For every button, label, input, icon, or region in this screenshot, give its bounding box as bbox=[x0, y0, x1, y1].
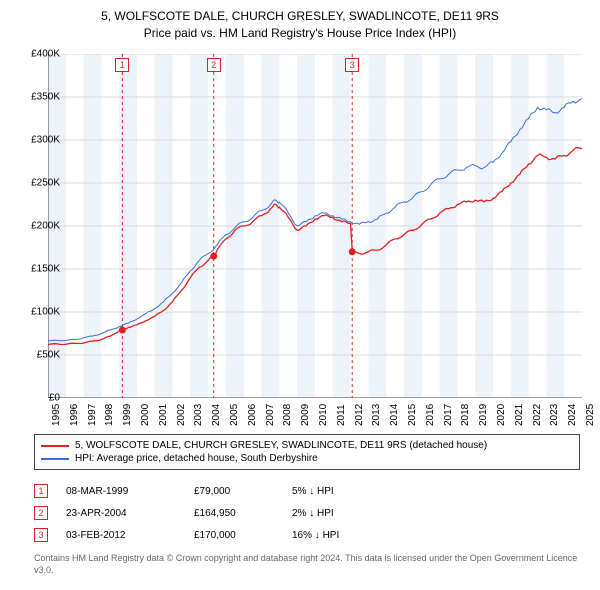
x-tick-label: 2022 bbox=[532, 404, 543, 426]
sales-row-price: £79,000 bbox=[194, 486, 274, 497]
title-line-1: 5, WOLFSCOTE DALE, CHURCH GRESLEY, SWADL… bbox=[0, 8, 600, 25]
sale-marker-badge: 3 bbox=[345, 58, 359, 72]
sale-marker-badge: 2 bbox=[207, 58, 221, 72]
sales-row-date: 23-APR-2004 bbox=[66, 508, 176, 519]
chart-plot-area bbox=[48, 54, 582, 398]
x-tick-label: 2006 bbox=[247, 404, 258, 426]
x-tick-label: 2001 bbox=[158, 404, 169, 426]
y-tick-label: £100K bbox=[10, 307, 60, 318]
sales-row-badge: 1 bbox=[34, 484, 48, 498]
x-tick-label: 1995 bbox=[51, 404, 62, 426]
attribution-text: Contains HM Land Registry data © Crown c… bbox=[34, 552, 580, 576]
y-tick-label: £0 bbox=[10, 393, 60, 404]
sales-row-date: 03-FEB-2012 bbox=[66, 530, 176, 541]
sales-row-diff: 5% ↓ HPI bbox=[292, 486, 392, 497]
legend-label-hpi: HPI: Average price, detached house, Sout… bbox=[75, 453, 318, 464]
x-tick-label: 2023 bbox=[549, 404, 560, 426]
x-tick-label: 2007 bbox=[265, 404, 276, 426]
y-tick-label: £400K bbox=[10, 49, 60, 60]
y-tick-label: £150K bbox=[10, 264, 60, 275]
x-tick-label: 2024 bbox=[567, 404, 578, 426]
y-tick-label: £350K bbox=[10, 92, 60, 103]
sales-row-price: £170,000 bbox=[194, 530, 274, 541]
sales-row-diff: 16% ↓ HPI bbox=[292, 530, 392, 541]
sales-row-date: 08-MAR-1999 bbox=[66, 486, 176, 497]
x-tick-label: 2008 bbox=[282, 404, 293, 426]
x-tick-label: 2003 bbox=[193, 404, 204, 426]
legend: 5, WOLFSCOTE DALE, CHURCH GRESLEY, SWADL… bbox=[34, 434, 580, 470]
y-tick-label: £250K bbox=[10, 178, 60, 189]
x-tick-label: 2025 bbox=[585, 404, 596, 426]
sale-marker-badge: 1 bbox=[115, 58, 129, 72]
y-tick-label: £200K bbox=[10, 221, 60, 232]
legend-label-property: 5, WOLFSCOTE DALE, CHURCH GRESLEY, SWADL… bbox=[75, 440, 487, 451]
x-tick-label: 1999 bbox=[122, 404, 133, 426]
x-tick-label: 2004 bbox=[211, 404, 222, 426]
x-tick-label: 1997 bbox=[87, 404, 98, 426]
x-tick-label: 2010 bbox=[318, 404, 329, 426]
x-tick-label: 2012 bbox=[354, 404, 365, 426]
sales-row: 1 08-MAR-1999 £79,000 5% ↓ HPI bbox=[34, 480, 392, 502]
sales-row-badge: 2 bbox=[34, 506, 48, 520]
x-tick-label: 2011 bbox=[336, 404, 347, 426]
x-tick-label: 2018 bbox=[460, 404, 471, 426]
legend-swatch-property bbox=[41, 445, 69, 447]
x-tick-label: 2013 bbox=[371, 404, 382, 426]
sales-row: 2 23-APR-2004 £164,950 2% ↓ HPI bbox=[34, 502, 392, 524]
x-tick-label: 2019 bbox=[478, 404, 489, 426]
x-tick-label: 2014 bbox=[389, 404, 400, 426]
sales-table: 1 08-MAR-1999 £79,000 5% ↓ HPI 2 23-APR-2004 £… bbox=[34, 480, 392, 546]
sales-row: 3 03-FEB-2012 £170,000 16% ↓ HPI bbox=[34, 524, 392, 546]
chart-title-block: 5, WOLFSCOTE DALE, CHURCH GRESLEY, SWADL… bbox=[0, 0, 600, 42]
y-tick-label: £300K bbox=[10, 135, 60, 146]
x-tick-label: 2005 bbox=[229, 404, 240, 426]
sales-row-diff: 2% ↓ HPI bbox=[292, 508, 392, 519]
chart-svg bbox=[48, 54, 582, 398]
x-tick-label: 1998 bbox=[104, 404, 115, 426]
sales-row-badge: 3 bbox=[34, 528, 48, 542]
x-tick-label: 1996 bbox=[69, 404, 80, 426]
legend-swatch-hpi bbox=[41, 458, 69, 460]
x-tick-label: 2020 bbox=[496, 404, 507, 426]
x-tick-label: 2002 bbox=[176, 404, 187, 426]
title-line-2: Price paid vs. HM Land Registry's House … bbox=[0, 25, 600, 42]
legend-item-hpi: HPI: Average price, detached house, Sout… bbox=[41, 452, 573, 465]
x-tick-label: 2000 bbox=[140, 404, 151, 426]
x-tick-label: 2009 bbox=[300, 404, 311, 426]
x-tick-label: 2017 bbox=[443, 404, 454, 426]
sales-row-price: £164,950 bbox=[194, 508, 274, 519]
x-tick-label: 2015 bbox=[407, 404, 418, 426]
x-tick-label: 2016 bbox=[425, 404, 436, 426]
y-tick-label: £50K bbox=[10, 350, 60, 361]
legend-item-property: 5, WOLFSCOTE DALE, CHURCH GRESLEY, SWADL… bbox=[41, 439, 573, 452]
x-tick-label: 2021 bbox=[514, 404, 525, 426]
